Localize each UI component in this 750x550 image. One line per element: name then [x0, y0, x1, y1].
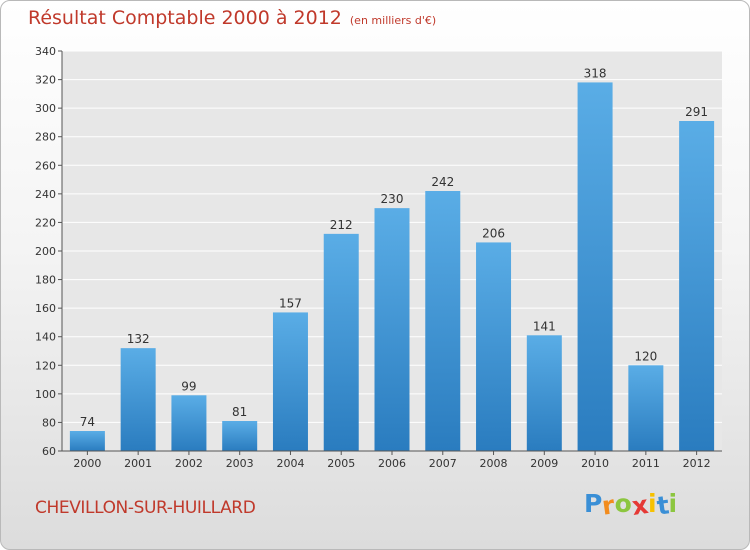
y-tick-label: 200	[35, 245, 56, 258]
axes: 60 80 100 120 140 160 180 200 220 240 260 280 300 320…	[35, 45, 722, 470]
y-tick-label: 220	[35, 216, 56, 229]
x-tick-label-2007: 2007	[429, 457, 457, 470]
commune-name: CHEVILLON-SUR-HUILLARD	[35, 498, 256, 518]
value-label-2012: 291	[685, 105, 708, 119]
bar-2005	[323, 233, 359, 451]
bars: 74 132 99 81 157 212 230 242 206 141 318 120 291	[69, 66, 715, 451]
y-tick-label: 140	[35, 331, 56, 344]
bar-2007	[425, 191, 461, 451]
x-tick-label-2008: 2008	[480, 457, 508, 470]
y-tick-label: 60	[42, 445, 56, 458]
y-tick-label: 260	[35, 159, 56, 172]
logo-letter: i	[648, 489, 657, 518]
bar-2001	[120, 348, 156, 451]
x-tick-label-2005: 2005	[327, 457, 355, 470]
logo-letter: o	[614, 489, 632, 518]
value-label-2010: 318	[584, 66, 607, 80]
value-label-2004: 157	[279, 296, 302, 310]
x-tick-label-2010: 2010	[581, 457, 609, 470]
title-row: Résultat Comptable 2000 à 2012 (en millie…	[28, 7, 436, 29]
x-tick-label-2011: 2011	[632, 457, 660, 470]
x-tick-label-2001: 2001	[124, 457, 152, 470]
y-tick-label: 240	[35, 188, 56, 201]
value-label-2003: 81	[232, 405, 247, 419]
chart-title: Résultat Comptable 2000 à 2012	[28, 7, 342, 29]
bar-2000	[69, 431, 105, 451]
bar-2008	[476, 242, 512, 451]
bar-2003	[222, 421, 258, 451]
y-tick-label: 80	[42, 416, 56, 429]
value-label-2009: 141	[533, 319, 556, 333]
x-tick-label-2002: 2002	[175, 457, 203, 470]
value-label-2001: 132	[127, 332, 150, 346]
bar-2010	[577, 82, 613, 451]
y-tick-label: 180	[35, 274, 56, 287]
x-tick-label-2009: 2009	[530, 457, 558, 470]
y-tick-label: 120	[35, 359, 56, 372]
x-tick-label-2004: 2004	[276, 457, 304, 470]
x-tick-label-2006: 2006	[378, 457, 406, 470]
bar-2004	[272, 312, 308, 451]
y-tick-label: 280	[35, 131, 56, 144]
value-label-2011: 120	[634, 349, 657, 363]
bar-2006	[374, 208, 410, 451]
logo-letter: P	[584, 489, 603, 518]
bar-2009	[526, 335, 562, 451]
y-tick-label: 320	[35, 74, 56, 87]
bar-2011	[628, 365, 664, 451]
value-label-2002: 99	[181, 379, 196, 393]
value-label-2006: 230	[381, 192, 404, 206]
y-tick-label: 300	[35, 102, 56, 115]
y-tick-label: 340	[35, 45, 56, 58]
x-tick-label-2012: 2012	[683, 457, 711, 470]
value-label-2005: 212	[330, 218, 353, 232]
value-label-2000: 74	[80, 415, 95, 429]
y-tick-label: 100	[35, 388, 56, 401]
value-label-2007: 242	[431, 175, 454, 189]
y-tick-label: 160	[35, 302, 56, 315]
logo-letter: x	[629, 490, 650, 521]
bar-2002	[171, 395, 207, 451]
logo-letter: i	[668, 489, 678, 518]
chart-subtitle: (en milliers d'€)	[349, 14, 437, 27]
bar-2012	[679, 121, 715, 451]
value-label-2008: 206	[482, 226, 505, 240]
proxiti-logo: Proxiti	[584, 489, 678, 521]
x-tick-label-2000: 2000	[73, 457, 101, 470]
x-tick-label-2003: 2003	[226, 457, 254, 470]
